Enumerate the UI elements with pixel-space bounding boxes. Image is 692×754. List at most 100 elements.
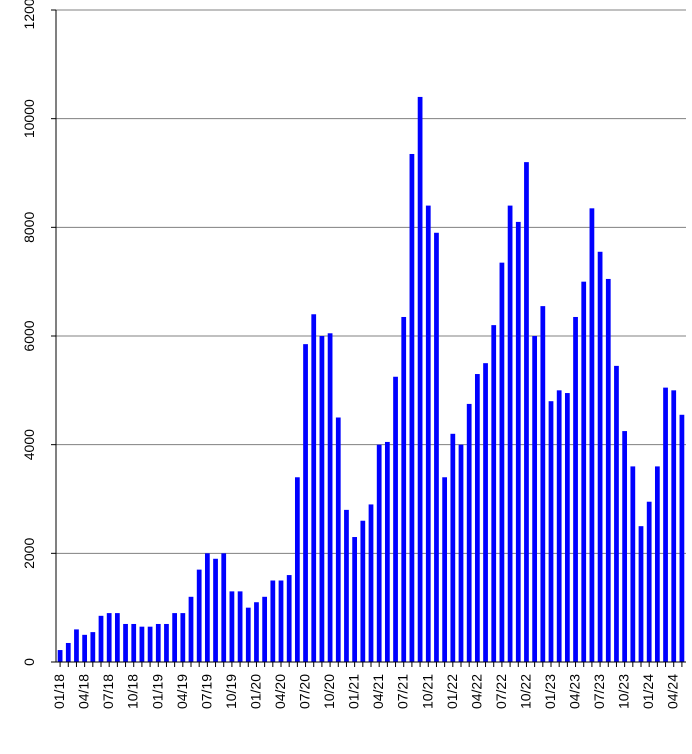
x-tick-label: 10/20 — [321, 674, 337, 709]
bar — [590, 208, 595, 662]
bar — [639, 526, 644, 662]
bar — [221, 553, 226, 662]
x-tick-label: 07/19 — [198, 674, 214, 709]
bar — [213, 559, 218, 662]
x-tick-label: 10/19 — [223, 674, 239, 709]
bar — [352, 537, 357, 662]
bar — [630, 466, 635, 662]
bar — [614, 366, 619, 662]
y-tick-label: 10000 — [21, 99, 37, 138]
bar — [393, 377, 398, 662]
bar — [148, 627, 153, 662]
x-tick-label: 01/22 — [444, 674, 460, 709]
x-tick-label: 04/20 — [272, 674, 288, 709]
bar — [426, 206, 431, 662]
x-tick-label: 07/21 — [395, 674, 411, 709]
bar — [475, 374, 480, 662]
bar — [344, 510, 349, 662]
y-tick-label: 6000 — [21, 320, 37, 351]
bar — [540, 306, 545, 662]
bar — [90, 632, 95, 662]
x-tick-label: 04/24 — [665, 674, 681, 709]
bar — [279, 581, 284, 663]
bar — [573, 317, 578, 662]
bar — [66, 643, 71, 662]
bar — [622, 431, 627, 662]
bar — [115, 613, 120, 662]
bar — [197, 570, 202, 662]
y-tick-label: 2000 — [21, 538, 37, 569]
bar — [262, 597, 267, 662]
chart-svg: 02000400060008000100001200001/1804/1807/… — [0, 0, 692, 754]
bar — [410, 154, 415, 662]
bar-chart: 02000400060008000100001200001/1804/1807/… — [0, 0, 692, 754]
bar — [82, 635, 87, 662]
bar — [467, 404, 472, 662]
bar — [230, 591, 235, 662]
bar — [401, 317, 406, 662]
bar — [500, 263, 505, 662]
bar — [99, 616, 104, 662]
bar — [663, 388, 668, 662]
x-tick-label: 04/18 — [76, 674, 92, 709]
bar — [156, 624, 161, 662]
bar — [557, 390, 562, 662]
x-tick-label: 04/22 — [468, 674, 484, 709]
bar — [606, 279, 611, 662]
bar — [434, 233, 439, 662]
bar — [655, 466, 660, 662]
bar — [508, 206, 513, 662]
x-tick-label: 01/20 — [247, 674, 263, 709]
bar — [180, 613, 185, 662]
x-tick-label: 01/19 — [149, 674, 165, 709]
bar — [303, 344, 308, 662]
bar — [311, 314, 316, 662]
bar — [418, 97, 423, 662]
x-tick-label: 01/21 — [346, 674, 362, 709]
bar — [450, 434, 455, 662]
bar — [385, 442, 390, 662]
x-tick-label: 04/19 — [174, 674, 190, 709]
bar — [107, 613, 112, 662]
x-tick-label: 04/21 — [370, 674, 386, 709]
bar — [671, 390, 676, 662]
x-tick-label: 10/23 — [616, 674, 632, 709]
bar — [647, 502, 652, 662]
bar — [246, 608, 251, 662]
bar — [254, 602, 259, 662]
bar — [581, 282, 586, 662]
bar — [598, 252, 603, 662]
bar — [524, 162, 529, 662]
bar — [442, 477, 447, 662]
x-tick-label: 07/23 — [591, 674, 607, 709]
bar — [270, 581, 275, 663]
x-tick-label: 07/22 — [493, 674, 509, 709]
bar — [320, 336, 325, 662]
y-tick-label: 8000 — [21, 212, 37, 243]
bar — [565, 393, 570, 662]
bar — [360, 521, 365, 662]
bar — [131, 624, 136, 662]
bar — [680, 415, 685, 662]
x-tick-label: 10/22 — [517, 674, 533, 709]
bar — [172, 613, 177, 662]
x-tick-label: 01/18 — [51, 674, 67, 709]
bar — [123, 624, 128, 662]
bar — [483, 363, 488, 662]
bar — [295, 477, 300, 662]
y-tick-label: 0 — [21, 658, 37, 666]
bar — [328, 333, 333, 662]
bar — [532, 336, 537, 662]
bar — [205, 553, 210, 662]
bar — [369, 504, 374, 662]
x-tick-label: 07/20 — [297, 674, 313, 709]
bar — [377, 445, 382, 662]
bar — [516, 222, 521, 662]
bar — [459, 445, 464, 662]
bar — [189, 597, 194, 662]
x-tick-label: 01/23 — [542, 674, 558, 709]
x-tick-label: 10/18 — [125, 674, 141, 709]
bar — [140, 627, 145, 662]
bar — [491, 325, 496, 662]
bar — [287, 575, 292, 662]
